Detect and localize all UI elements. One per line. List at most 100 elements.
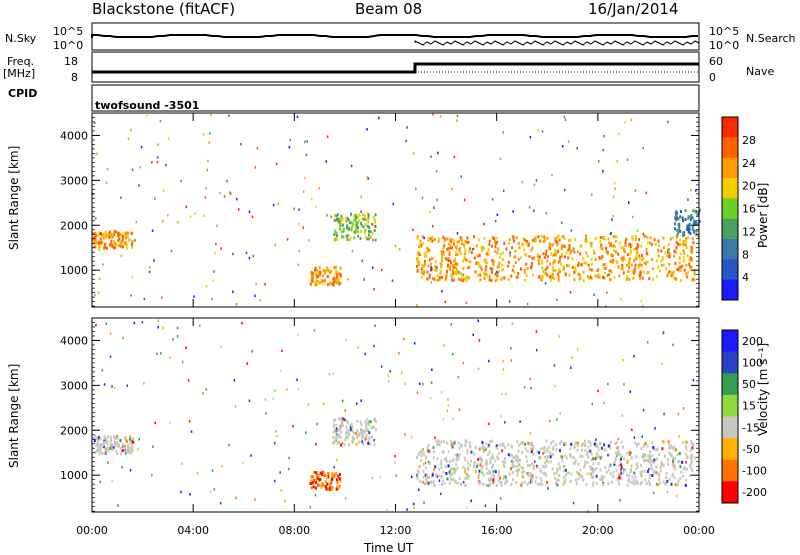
echo-pixel xyxy=(219,191,221,195)
echo-pixel xyxy=(112,446,115,450)
echo-pixel xyxy=(361,440,363,443)
echo-pixel xyxy=(416,391,419,394)
echo-pixel xyxy=(529,471,532,475)
echo-pixel xyxy=(431,235,434,239)
echo-pixel xyxy=(501,449,503,452)
echo-pixel xyxy=(684,209,687,213)
echo-pixel xyxy=(159,119,162,123)
echo-pixel xyxy=(672,343,674,347)
echo-pixel xyxy=(420,275,423,279)
echo-pixel xyxy=(687,236,690,240)
echo-pixel xyxy=(336,273,339,277)
echo-pixel xyxy=(196,471,199,475)
echo-pixel xyxy=(468,441,471,445)
echo-pixel xyxy=(636,243,639,247)
echo-pixel xyxy=(638,274,641,278)
echo-pixel xyxy=(454,265,457,269)
echo-pixel xyxy=(557,462,560,466)
echo-pixel xyxy=(530,386,532,390)
cpid-strip-frame xyxy=(91,84,700,112)
echo-pixel xyxy=(674,467,677,471)
echo-pixel xyxy=(211,469,214,472)
echo-pixel xyxy=(180,179,182,183)
echo-pixel xyxy=(387,374,389,377)
echo-pixel xyxy=(507,260,510,264)
echo-pixel xyxy=(655,482,658,486)
echo-pixel xyxy=(691,224,694,228)
echo-pixel xyxy=(433,483,436,487)
echo-pixel xyxy=(363,430,366,434)
echo-pixel xyxy=(462,273,465,276)
echo-pixel xyxy=(337,277,340,281)
echo-pixel xyxy=(482,246,485,250)
echo-pixel xyxy=(356,221,359,225)
echo-pixel xyxy=(626,484,629,488)
echo-pixel xyxy=(688,258,691,262)
echo-pixel xyxy=(684,467,687,470)
echo-pixel xyxy=(478,254,481,257)
echo-pixel xyxy=(444,465,447,469)
echo-pixel xyxy=(549,460,552,464)
echo-pixel xyxy=(522,237,525,241)
echo-pixel xyxy=(603,443,606,447)
echo-pixel xyxy=(559,442,561,446)
echo-pixel xyxy=(344,435,347,439)
echo-pixel xyxy=(370,425,373,429)
echo-pixel xyxy=(612,244,615,248)
colorbar-tick-label: -200 xyxy=(742,486,767,499)
echo-pixel xyxy=(614,244,616,248)
echo-pixel xyxy=(352,222,355,226)
echo-pixel xyxy=(665,471,668,475)
echo-pixel xyxy=(513,464,516,468)
echo-pixel xyxy=(624,244,627,247)
echo-pixel xyxy=(576,348,579,351)
echo-pixel xyxy=(317,282,320,286)
echo-pixel xyxy=(152,445,154,448)
panel-frame xyxy=(91,112,700,308)
echo-pixel xyxy=(101,451,103,455)
echo-pixel xyxy=(626,263,628,267)
echo-pixel xyxy=(515,464,518,468)
echo-pixel xyxy=(442,450,445,453)
echo-pixel xyxy=(406,508,408,511)
echo-pixel xyxy=(649,457,652,461)
echo-pixel xyxy=(374,220,377,224)
echo-pixel xyxy=(425,477,428,481)
echo-pixel xyxy=(361,436,364,440)
echo-pixel xyxy=(280,489,282,492)
echo-pixel xyxy=(679,252,682,256)
echo-pixel xyxy=(126,234,129,237)
echo-pixel xyxy=(517,449,520,453)
echo-pixel xyxy=(577,462,580,466)
echo-pixel xyxy=(676,233,679,237)
echo-pixel xyxy=(495,444,498,448)
echo-pixel xyxy=(531,474,534,478)
echo-pixel xyxy=(552,439,555,443)
echo-pixel xyxy=(677,242,679,246)
echo-pixel xyxy=(462,277,465,281)
echo-pixel xyxy=(493,259,496,263)
echo-pixel xyxy=(528,481,530,485)
echo-pixel xyxy=(520,441,523,445)
echo-pixel xyxy=(339,427,342,431)
echo-pixel xyxy=(229,191,231,194)
echo-pixel xyxy=(185,346,187,349)
echo-pixel xyxy=(620,440,623,444)
echo-pixel xyxy=(486,471,489,475)
echo-pixel xyxy=(353,219,356,223)
echo-pixel xyxy=(513,239,516,243)
echo-pixel xyxy=(289,138,291,142)
echo-pixel xyxy=(549,278,552,282)
echo-pixel xyxy=(579,473,582,477)
echo-pixel xyxy=(132,440,135,444)
echo-pixel xyxy=(333,213,336,217)
echo-pixel xyxy=(297,263,300,267)
echo-pixel xyxy=(215,242,217,246)
echo-pixel xyxy=(426,246,429,250)
echo-pixel xyxy=(558,474,561,477)
echo-pixel xyxy=(595,443,598,447)
echo-pixel xyxy=(425,455,427,459)
echo-pixel xyxy=(604,271,607,275)
echo-pixel xyxy=(319,270,322,274)
echo-pixel xyxy=(576,448,579,452)
